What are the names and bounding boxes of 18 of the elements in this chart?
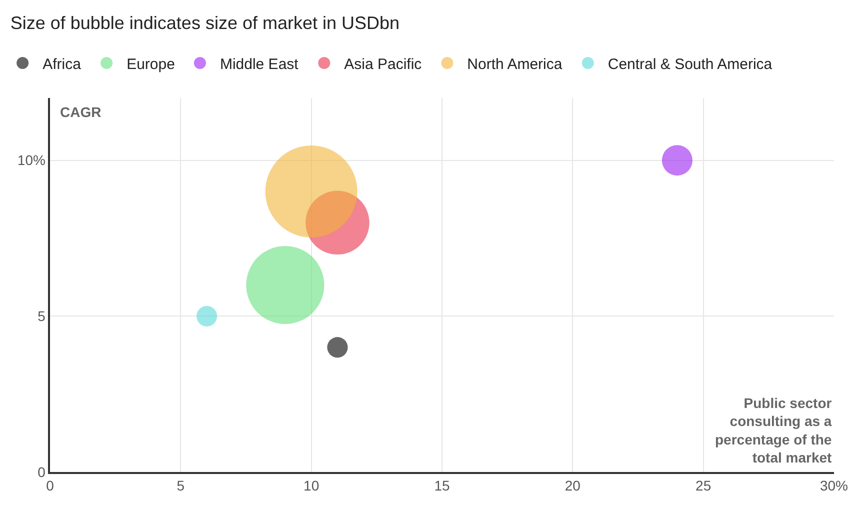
x-tick-label: 5 (176, 478, 185, 494)
legend-label: Africa (42, 56, 82, 73)
legend-label: Asia Pacific (344, 56, 422, 73)
legend-label: North America (467, 56, 563, 73)
legend-label: Middle East (220, 56, 300, 73)
y-tick-label: 0 (38, 464, 46, 480)
x-tick-label: 20 (564, 478, 581, 494)
legend-label: Europe (126, 56, 175, 73)
x-tick-label: 30% (820, 478, 848, 494)
x-tick-label: 15 (434, 478, 450, 494)
y-axis-title: CAGR (60, 104, 102, 120)
x-tick-label: 25 (696, 478, 712, 494)
y-tick-label: 10% (17, 152, 46, 168)
y-tick-label: 5 (38, 308, 46, 324)
x-axis-title: Public sector consulting as a percentage of the total market (715, 395, 832, 466)
chart-title: Size of bubble indicates size of market in USDbn (10, 13, 400, 34)
legend-label: Central & South America (608, 56, 773, 73)
x-tick-label: 10 (304, 478, 320, 494)
